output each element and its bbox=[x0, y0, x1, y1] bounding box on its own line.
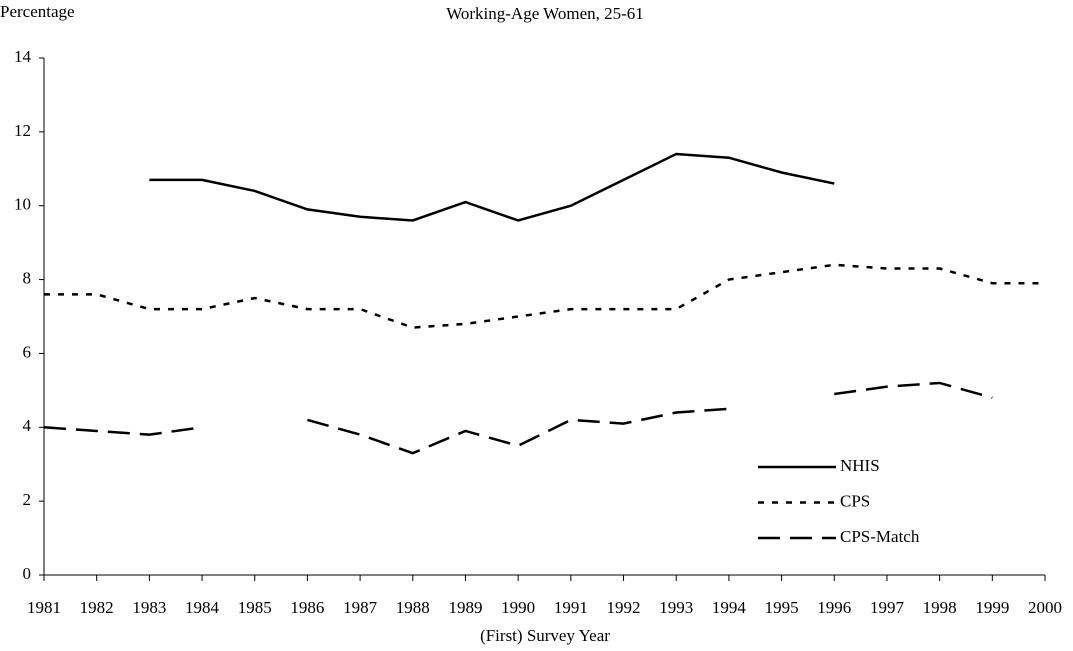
x-tick-label: 1986 bbox=[290, 598, 324, 617]
x-tick-label: 1997 bbox=[870, 598, 905, 617]
x-axis-label: (First) Survey Year bbox=[480, 626, 610, 645]
y-tick-label: 12 bbox=[14, 121, 31, 140]
x-tick-label: 1995 bbox=[765, 598, 799, 617]
x-tick-label: 1987 bbox=[343, 598, 378, 617]
x-tick-label: 1990 bbox=[501, 598, 535, 617]
y-tick-label: 0 bbox=[23, 564, 32, 583]
x-tick-label: 1984 bbox=[185, 598, 220, 617]
y-tick-label: 14 bbox=[14, 47, 32, 66]
x-tick-label: 1982 bbox=[80, 598, 114, 617]
x-tick-label: 1996 bbox=[817, 598, 851, 617]
series-line bbox=[149, 152, 835, 222]
chart-title: Working-Age Women, 25-61 bbox=[446, 4, 644, 23]
legend-label: CPS-Match bbox=[840, 527, 920, 546]
x-tick-label: 2000 bbox=[1028, 598, 1062, 617]
y-axis-label: Percentage bbox=[0, 2, 75, 21]
x-tick-label: 1983 bbox=[132, 598, 166, 617]
y-tick-label: 2 bbox=[23, 490, 32, 509]
x-tick-label: 1985 bbox=[238, 598, 272, 617]
x-tick-label: 1998 bbox=[923, 598, 957, 617]
x-tick-label: 1989 bbox=[448, 598, 482, 617]
x-tick-label: 1993 bbox=[659, 598, 693, 617]
x-tick-label: 1991 bbox=[554, 598, 588, 617]
x-tick-label: 1988 bbox=[396, 598, 430, 617]
legend-label: CPS bbox=[840, 491, 870, 510]
series-line bbox=[44, 263, 1045, 329]
y-tick-label: 8 bbox=[23, 268, 32, 287]
x-tick-label: 1999 bbox=[975, 598, 1009, 617]
x-tick-label: 1981 bbox=[27, 598, 61, 617]
x-tick-label: 1992 bbox=[607, 598, 641, 617]
x-tick-label: 1994 bbox=[712, 598, 747, 617]
y-tick-label: 10 bbox=[14, 195, 31, 214]
series-line bbox=[43, 381, 993, 455]
legend-label: NHIS bbox=[840, 456, 880, 475]
y-tick-label: 4 bbox=[23, 416, 32, 435]
y-tick-label: 6 bbox=[23, 342, 32, 361]
